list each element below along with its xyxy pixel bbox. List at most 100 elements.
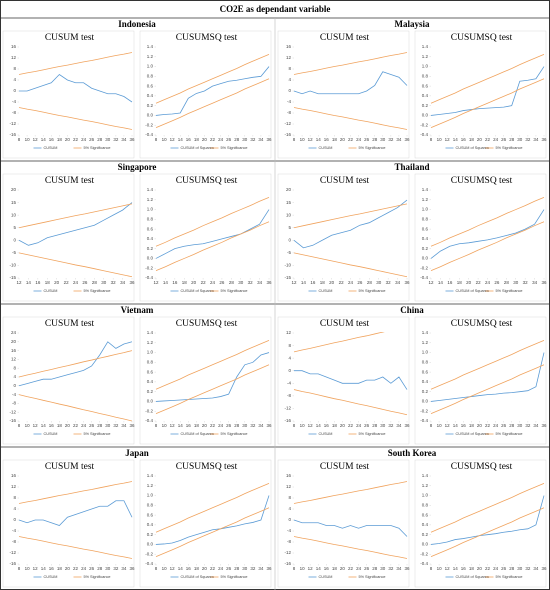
y-tick-label: -15 <box>284 275 291 280</box>
y-tick-label: -0.4 <box>145 561 153 566</box>
y-tick-label: -10 <box>9 263 16 268</box>
plot <box>430 196 545 272</box>
x-tick-label: 26 <box>226 423 232 428</box>
x-tick-label: 18 <box>320 280 326 285</box>
y-tick-label: 0.8 <box>422 360 429 365</box>
plot <box>18 481 133 559</box>
x-tick-label: 12 <box>428 280 434 285</box>
y-tick-label: 1.0 <box>147 493 154 498</box>
x-tick-label: 32 <box>388 566 394 571</box>
series-line <box>18 203 133 229</box>
x-tick-label: 30 <box>380 137 386 142</box>
x-tick-label: 28 <box>97 137 103 142</box>
x-tick-label: 10 <box>437 423 443 428</box>
x-tick-label: 28 <box>234 566 240 571</box>
y-tick-label: 1.2 <box>147 340 154 345</box>
x-tick-label: 26 <box>226 137 232 142</box>
y-tick-label: 20 <box>11 339 17 344</box>
y-tick-label: -0.2 <box>420 551 428 556</box>
x-tick-label: 34 <box>396 423 402 428</box>
x-tick-label: 18 <box>57 137 63 142</box>
y-tick-label: 0.8 <box>147 360 154 365</box>
x-tick-label: 32 <box>113 566 119 571</box>
series-line <box>430 221 545 272</box>
plot <box>155 196 270 272</box>
series-line <box>293 71 408 95</box>
plot <box>155 482 270 558</box>
y-tick-label: -0.4 <box>145 275 153 280</box>
y-tick-label: -0.2 <box>145 265 153 270</box>
x-tick-label: 32 <box>388 137 394 142</box>
series-line <box>18 481 133 504</box>
legend-label: 5% Significance <box>84 146 111 150</box>
x-tick-label: 32 <box>525 423 531 428</box>
y-tick-label: 0.4 <box>147 379 154 384</box>
x-tick-label: 14 <box>453 566 459 571</box>
y-tick-label: -4 <box>287 528 291 533</box>
x-tick-label: 22 <box>201 280 207 285</box>
y-tick-label: -8 <box>12 539 16 544</box>
x-tick-label: 22 <box>485 566 491 571</box>
y-tick-label: 1.2 <box>422 54 429 59</box>
x-tick-label: 26 <box>364 566 370 571</box>
x-tick-label: 12 <box>153 280 159 285</box>
x-tick-label: 14 <box>41 137 47 142</box>
x-tick-label: 16 <box>186 566 192 571</box>
x-tick-label: 26 <box>501 423 507 428</box>
y-tick-label: 4 <box>288 77 291 82</box>
x-tick-label: 26 <box>501 137 507 142</box>
legend-label: CUSUM <box>44 146 58 150</box>
x-tick-label: 32 <box>525 137 531 142</box>
x-tick-label: 14 <box>316 566 322 571</box>
series-line <box>293 107 408 130</box>
x-tick-label: 28 <box>367 280 373 285</box>
y-tick-label: 1.4 <box>422 44 429 49</box>
x-tick-label: 28 <box>229 280 235 285</box>
chart-title: CUSUM test <box>320 176 370 186</box>
plot <box>18 202 133 278</box>
x-tick-label: 20 <box>65 137 71 142</box>
y-tick-label: 0 <box>288 517 291 522</box>
x-tick-label: 24 <box>493 423 499 428</box>
chart-title: CUSUM test <box>45 33 95 43</box>
x-tick-label: 36 <box>266 137 272 142</box>
x-tick-label: 20 <box>202 137 208 142</box>
y-tick-label: 0.4 <box>147 522 154 527</box>
legend-label: 5% Significance <box>359 289 386 293</box>
series-line <box>155 209 270 259</box>
series-line <box>293 252 408 278</box>
y-tick-label: 1.4 <box>147 473 154 478</box>
legend-label: 5% Significance <box>496 289 523 293</box>
y-tick-label: 0.6 <box>147 369 154 374</box>
y-tick-label: 0.4 <box>422 379 429 384</box>
series-line <box>18 394 133 422</box>
legend-label: 5% Significance <box>359 575 386 579</box>
series-line <box>430 352 545 402</box>
series-line <box>155 196 270 247</box>
x-tick-label: 32 <box>250 423 256 428</box>
x-tick-label: 24 <box>210 280 216 285</box>
x-tick-label: 20 <box>340 566 346 571</box>
series-line <box>293 332 385 353</box>
series-line <box>430 78 545 129</box>
y-tick-label: 0.8 <box>422 503 429 508</box>
x-tick-label: 14 <box>316 423 322 428</box>
legend-label: 5% Significance <box>496 146 523 150</box>
y-tick-label: 1.2 <box>147 54 154 59</box>
x-tick-label: 32 <box>525 566 531 571</box>
series-line <box>18 252 133 278</box>
y-tick-label: 0.8 <box>422 74 429 79</box>
y-tick-label: 0.6 <box>147 226 154 231</box>
y-tick-label: 1.2 <box>422 197 429 202</box>
y-tick-label: 0.6 <box>422 369 429 374</box>
x-tick-label: 28 <box>92 280 98 285</box>
x-tick-label: 32 <box>113 423 119 428</box>
y-tick-label: -4 <box>12 528 16 533</box>
x-tick-label: 28 <box>509 137 515 142</box>
series-line <box>155 78 270 129</box>
y-tick-label: 0.8 <box>147 503 154 508</box>
y-tick-label: -16 <box>284 561 291 566</box>
y-tick-label: 0.2 <box>422 103 429 108</box>
y-tick-label: -5 <box>287 250 291 255</box>
